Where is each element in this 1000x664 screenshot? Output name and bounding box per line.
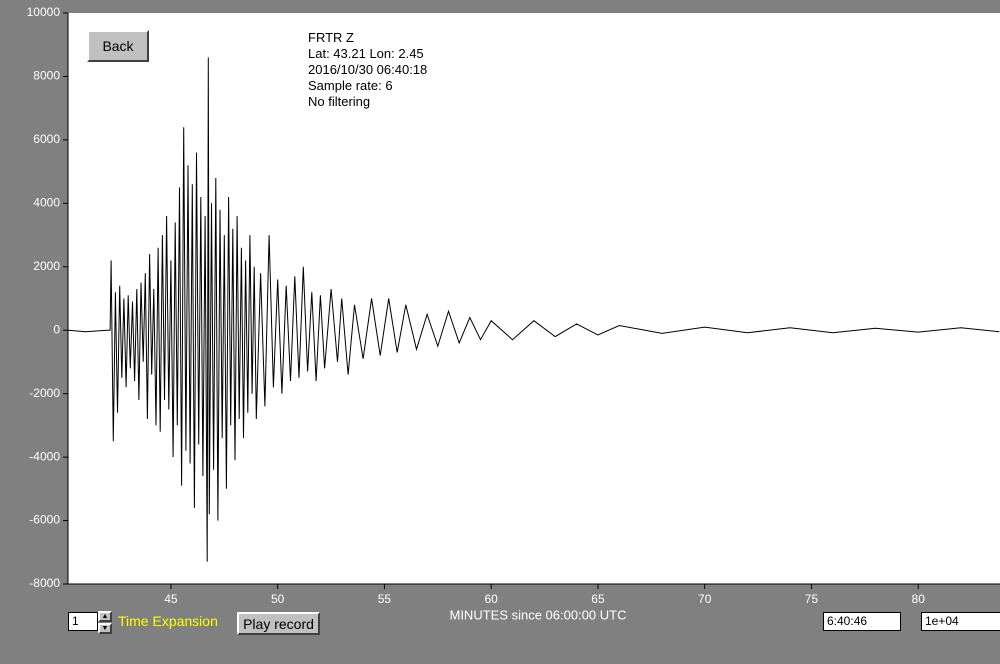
y-tick-label: -6000	[29, 513, 60, 527]
x-tick-label: 55	[378, 592, 392, 606]
back-button[interactable]: Back	[87, 30, 149, 62]
y-tick-label: 0	[53, 322, 60, 336]
x-tick-label: 75	[805, 592, 819, 606]
y-tick-label: 10000	[27, 5, 61, 19]
x-tick-label: 80	[912, 592, 926, 606]
y-tick-label: 4000	[33, 196, 60, 210]
y-tick-label: 6000	[33, 132, 60, 146]
scale-field[interactable]: 1e+04	[921, 612, 1000, 631]
time-expansion-input[interactable]: 1	[68, 612, 98, 631]
info-line: No filtering	[308, 94, 371, 109]
x-tick-label: 60	[485, 592, 499, 606]
time-field[interactable]: 6:40:46	[823, 612, 901, 631]
play-button[interactable]: Play record	[237, 612, 320, 635]
x-tick-label: 65	[591, 592, 605, 606]
x-axis-label: MINUTES since 06:00:00 UTC	[449, 607, 626, 622]
info-line: Lat: 43.21 Lon: 2.45	[308, 46, 424, 61]
x-tick-label: 45	[164, 592, 178, 606]
info-line: 2016/10/30 06:40:18	[308, 62, 428, 77]
info-line: Sample rate: 6	[308, 78, 393, 93]
info-line: FRTR Z	[308, 30, 354, 45]
time-expansion-label: Time Expansion	[118, 613, 218, 629]
y-tick-label: -4000	[29, 449, 60, 463]
station-info: FRTR Z Lat: 43.21 Lon: 2.45 2016/10/30 06:…	[308, 30, 427, 110]
x-tick-label: 50	[271, 592, 285, 606]
spin-up[interactable]: ▲	[98, 611, 112, 622]
y-tick-label: 2000	[33, 259, 60, 273]
y-tick-label: -2000	[29, 386, 60, 400]
x-tick-label: 70	[698, 592, 712, 606]
waveform	[68, 57, 1000, 562]
spin-down[interactable]: ▼	[98, 623, 112, 634]
y-tick-label: -8000	[29, 576, 60, 590]
y-tick-label: 8000	[33, 69, 60, 83]
